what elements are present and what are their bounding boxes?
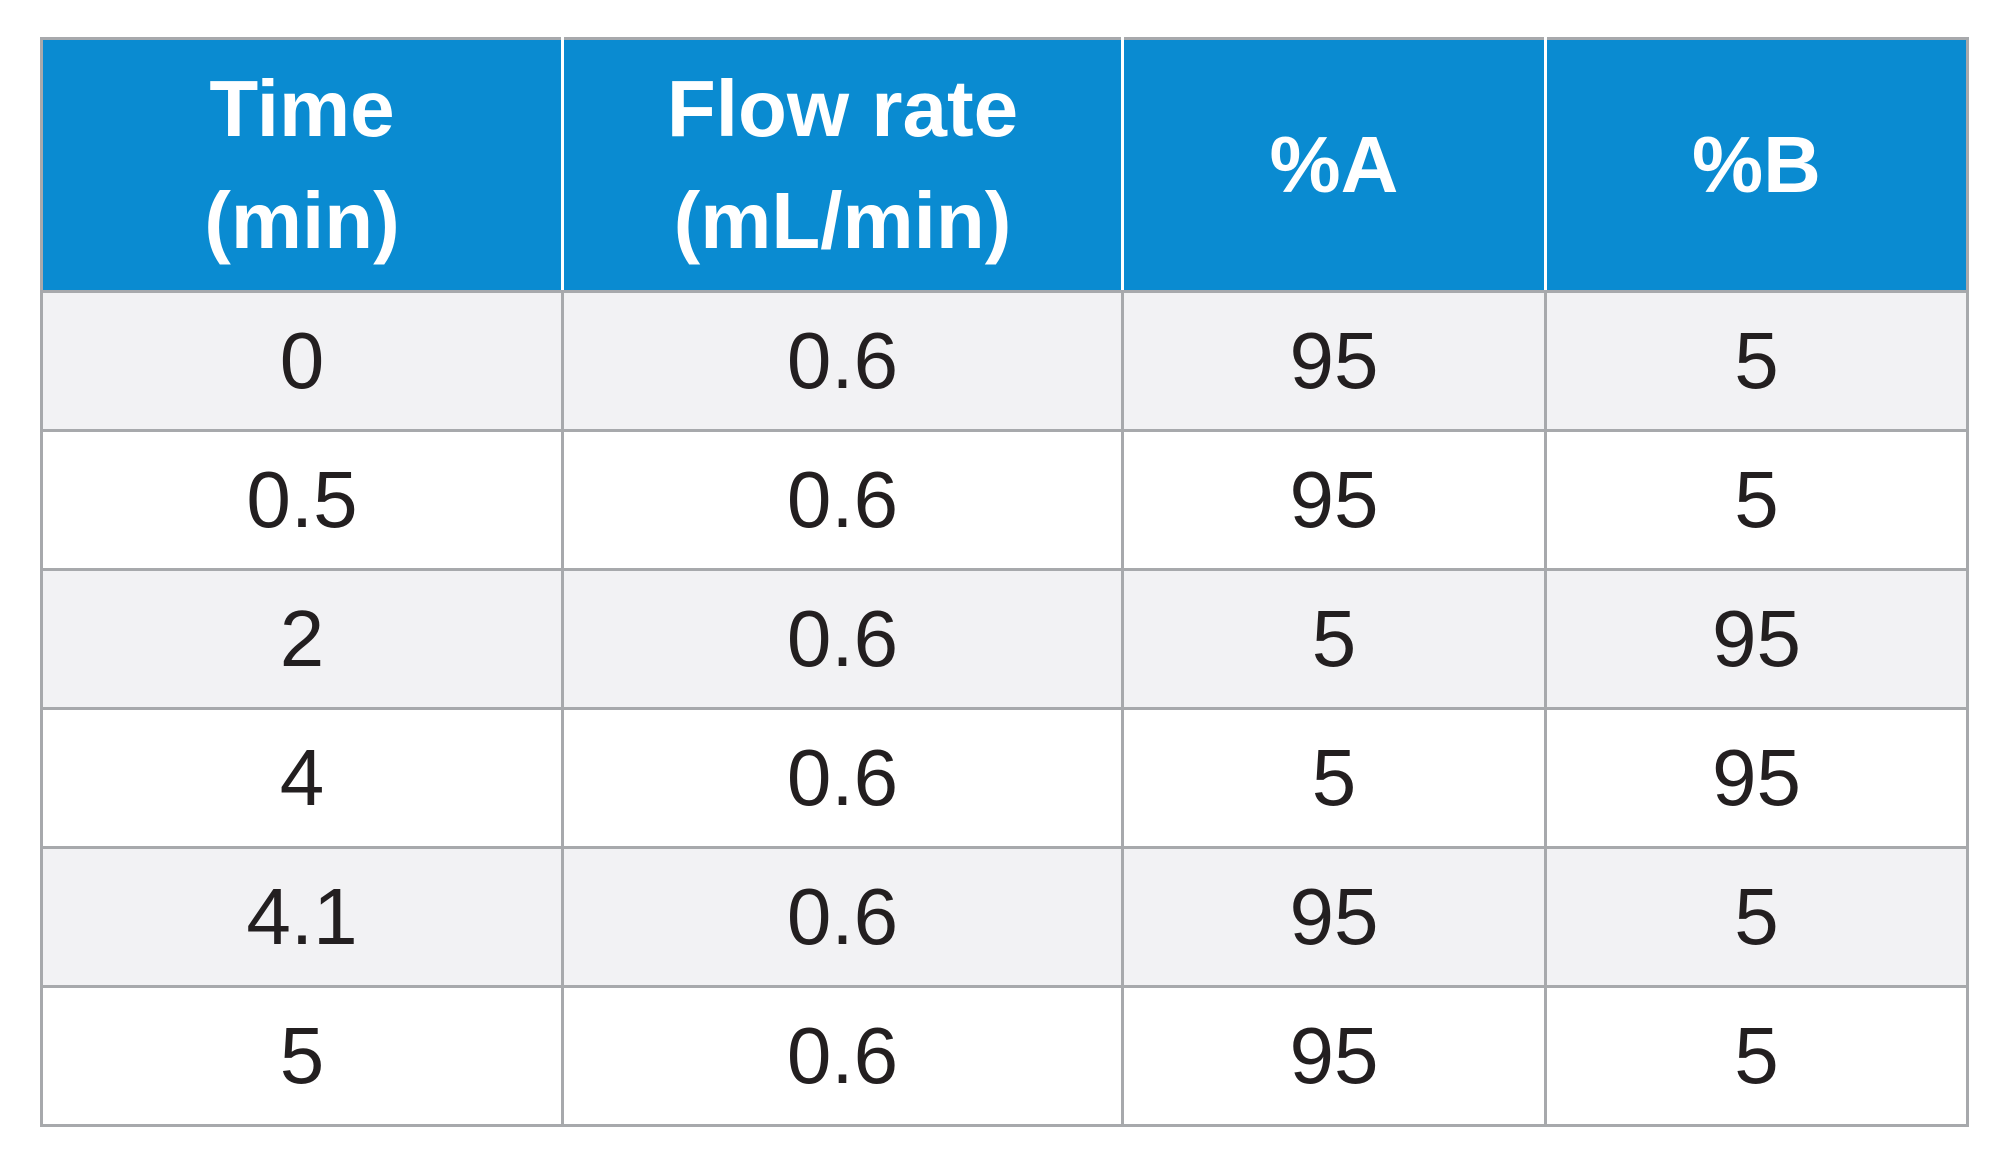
header-flow-rate-label: Flow rate: [666, 64, 1019, 153]
cell-time: 5: [40, 985, 564, 1127]
table-row: 0.5 0.6 95 5: [40, 429, 1969, 571]
gradient-table: Time (min) Flow rate (mL/min) %A %B 0 0.…: [40, 37, 1969, 1127]
cell-percent-b: 95: [1544, 707, 1969, 849]
cell-flow-rate: 0.6: [561, 290, 1124, 432]
cell-percent-a: 95: [1121, 846, 1547, 988]
table-body: 0 0.6 95 5 0.5 0.6 95 5 2 0.6 5 95 4 0.6…: [40, 290, 1969, 1127]
cell-percent-a: 5: [1121, 707, 1547, 849]
header-time-label: Time: [209, 64, 395, 153]
cell-time: 4: [40, 707, 564, 849]
header-flow-rate: Flow rate (mL/min): [561, 37, 1124, 293]
cell-percent-a: 95: [1121, 429, 1547, 571]
header-flow-rate-unit: (mL/min): [673, 176, 1012, 265]
cell-percent-b: 5: [1544, 985, 1969, 1127]
cell-time: 2: [40, 568, 564, 710]
table-row: 4 0.6 5 95: [40, 707, 1969, 849]
table-row: 0 0.6 95 5: [40, 290, 1969, 432]
table-row: 5 0.6 95 5: [40, 985, 1969, 1127]
cell-percent-b: 5: [1544, 290, 1969, 432]
table-row: 2 0.6 5 95: [40, 568, 1969, 710]
cell-percent-b: 5: [1544, 429, 1969, 571]
cell-flow-rate: 0.6: [561, 846, 1124, 988]
cell-flow-rate: 0.6: [561, 707, 1124, 849]
cell-time: 0: [40, 290, 564, 432]
header-percent-a-label: %A: [1269, 120, 1399, 209]
header-row: Time (min) Flow rate (mL/min) %A %B: [40, 37, 1969, 293]
cell-percent-a: 95: [1121, 985, 1547, 1127]
header-time-unit: (min): [204, 176, 400, 265]
cell-percent-a: 5: [1121, 568, 1547, 710]
cell-percent-b: 5: [1544, 846, 1969, 988]
table-header: Time (min) Flow rate (mL/min) %A %B: [40, 37, 1969, 293]
cell-percent-a: 95: [1121, 290, 1547, 432]
header-percent-b-label: %B: [1692, 120, 1821, 209]
header-percent-a: %A: [1121, 37, 1547, 293]
table-row: 4.1 0.6 95 5: [40, 846, 1969, 988]
cell-flow-rate: 0.6: [561, 568, 1124, 710]
cell-time: 0.5: [40, 429, 564, 571]
gradient-table-container: Time (min) Flow rate (mL/min) %A %B 0 0.…: [40, 37, 1969, 1127]
cell-flow-rate: 0.6: [561, 429, 1124, 571]
header-percent-b: %B: [1544, 37, 1969, 293]
cell-percent-b: 95: [1544, 568, 1969, 710]
header-time: Time (min): [40, 37, 564, 293]
cell-flow-rate: 0.6: [561, 985, 1124, 1127]
cell-time: 4.1: [40, 846, 564, 988]
